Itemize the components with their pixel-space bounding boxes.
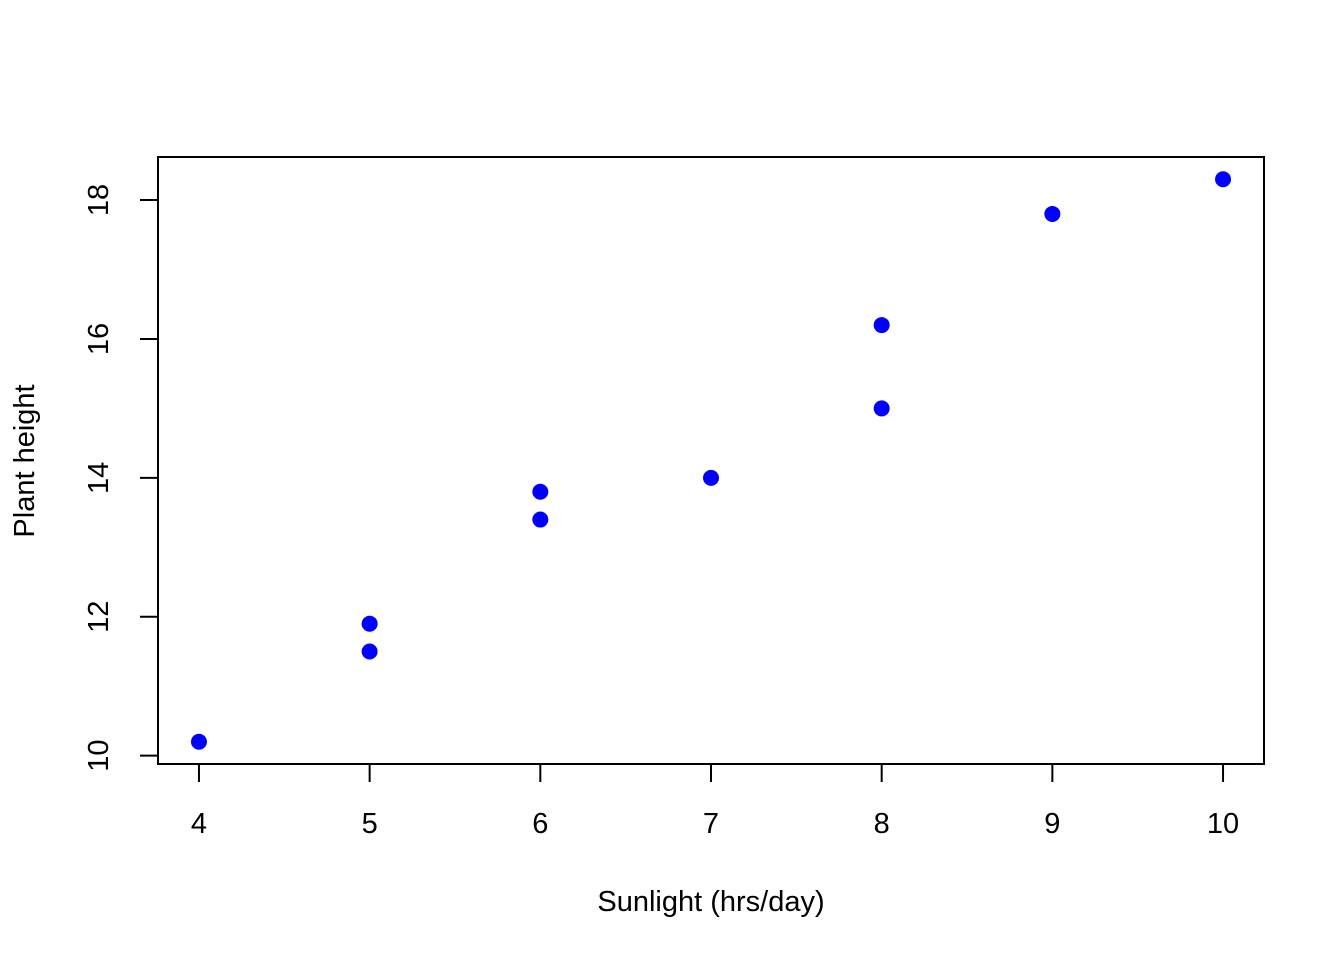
- data-point: [873, 317, 890, 334]
- plot-frame: [157, 156, 1265, 765]
- y-tick-label: 14: [83, 462, 115, 494]
- data-point: [1044, 205, 1061, 222]
- x-tick-label: 10: [1207, 808, 1239, 840]
- x-axis: 4 5 6 7 8 9 10: [191, 763, 1239, 840]
- data-point: [190, 733, 207, 750]
- y-axis: 10 12 14 16 18: [83, 184, 159, 772]
- y-tick-label: 12: [83, 601, 115, 633]
- y-tick-label: 18: [83, 184, 115, 216]
- x-tick-label: 5: [362, 808, 378, 840]
- data-point: [703, 469, 719, 486]
- data-point: [532, 483, 549, 500]
- y-tick-label: 16: [83, 323, 115, 355]
- y-axis-label: Plant height: [9, 384, 41, 537]
- data-point: [532, 511, 549, 528]
- x-tick-label: 4: [191, 808, 207, 840]
- data-point: [361, 643, 378, 660]
- data-points: [190, 171, 1232, 750]
- x-tick-label: 6: [532, 808, 548, 840]
- data-point: [361, 615, 378, 632]
- y-tick-label: 10: [83, 740, 115, 772]
- x-tick-label: 8: [874, 808, 890, 840]
- x-tick-label: 7: [703, 808, 719, 840]
- data-point: [873, 400, 890, 417]
- data-point: [1215, 171, 1232, 188]
- x-tick-label: 9: [1044, 808, 1060, 840]
- x-axis-label: Sunlight (hrs/day): [597, 886, 824, 918]
